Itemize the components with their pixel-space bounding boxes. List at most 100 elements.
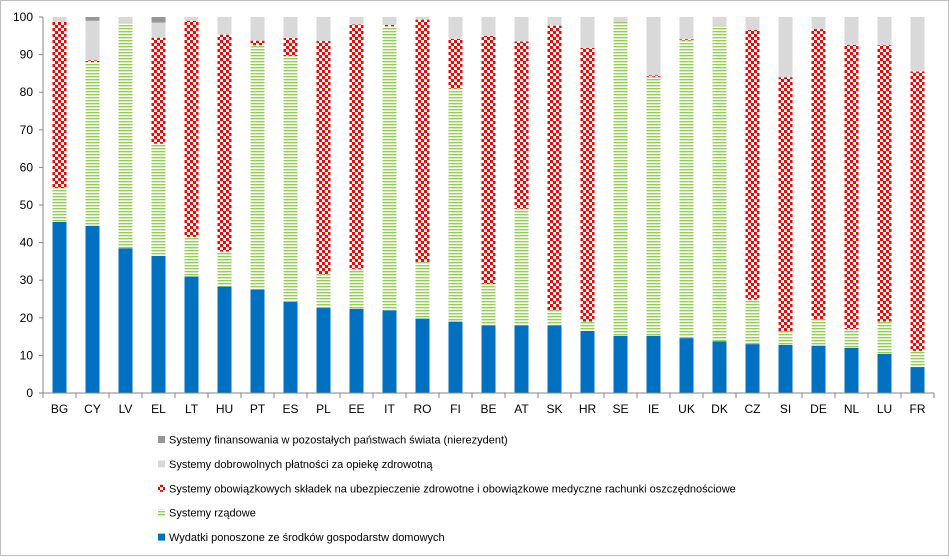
- bar-segment-compulsory-pt: [250, 40, 265, 46]
- bar-segment-nonresident-el: [151, 17, 166, 23]
- legend-swatch-government: [158, 509, 165, 517]
- bar-segment-compulsory-fr: [910, 71, 925, 351]
- bar-segment-voluntary-it: [382, 17, 397, 25]
- bar-segment-government-de: [811, 319, 826, 346]
- bar-stack-lu: [877, 17, 892, 393]
- bar-segment-government-fr: [910, 350, 925, 368]
- x-tick-label: BG: [51, 402, 68, 416]
- bar-segment-compulsory-pl: [316, 41, 331, 275]
- bar-segment-household-fi: [448, 321, 463, 393]
- bar-stack-es: [283, 17, 298, 393]
- bar-segment-household-at: [514, 325, 529, 393]
- bar-segment-voluntary-es: [283, 17, 298, 39]
- x-tick-label: LV: [119, 402, 133, 416]
- bar-segment-government-ee: [349, 268, 364, 309]
- x-tick-label: PT: [250, 402, 266, 416]
- bar-segment-household-dk: [712, 341, 727, 393]
- x-tick-label: HU: [216, 402, 233, 416]
- bar-segment-compulsory-bg: [52, 21, 67, 189]
- bar-segment-government-ie: [646, 76, 661, 336]
- y-tick-label: 90: [20, 48, 34, 62]
- x-tick-label: HR: [579, 402, 597, 416]
- y-axis: 0 10 20 30 40 50 60 70 80 90 100: [13, 10, 44, 400]
- x-tick-label: SE: [612, 402, 628, 416]
- bar-stack-cy: [85, 17, 100, 393]
- bar-segment-household-el: [151, 255, 166, 393]
- bar-segment-voluntary-cz: [745, 17, 760, 30]
- bar-segment-voluntary-de: [811, 17, 826, 30]
- legend-swatch-voluntary: [158, 460, 165, 468]
- bar-segment-voluntary-se: [613, 17, 628, 22]
- x-tick-label: UK: [678, 402, 695, 416]
- bar-segment-government-sk: [547, 310, 562, 326]
- bar-segment-government-at: [514, 208, 529, 326]
- bar-segment-voluntary-lt: [184, 17, 199, 21]
- bar-segment-compulsory-si: [778, 77, 793, 331]
- bar-segment-household-hu: [217, 286, 232, 393]
- bar-segment-household-nl: [844, 347, 859, 393]
- legend-item-voluntary: Systemy dobrowolnych płatności za opiekę…: [158, 459, 433, 471]
- x-tick-label: FI: [450, 402, 461, 416]
- legend-item-compulsory: Systemy obowiązkowych składek na ubezpie…: [158, 483, 736, 495]
- bar-segment-household-ie: [646, 335, 661, 393]
- x-tick-label: IT: [384, 402, 395, 416]
- bar-segment-compulsory-ro: [415, 19, 430, 263]
- y-tick-label: 80: [20, 85, 34, 99]
- bar-stack-it: [382, 17, 397, 393]
- bar-segment-government-uk: [679, 40, 694, 339]
- y-tick-label: 20: [20, 311, 34, 325]
- x-tick-label: BE: [480, 402, 496, 416]
- bar-segment-government-ro: [415, 262, 430, 319]
- x-tick-label: SK: [546, 402, 562, 416]
- bar-segment-voluntary-uk: [679, 17, 694, 40]
- bar-stack-ro: [415, 17, 430, 393]
- bars-layer: [52, 17, 925, 393]
- bar-segment-government-lu: [877, 321, 892, 354]
- bar-segment-household-si: [778, 344, 793, 393]
- bar-segment-government-cy: [85, 62, 100, 226]
- bar-segment-compulsory-hu: [217, 34, 232, 252]
- bar-segment-compulsory-cz: [745, 29, 760, 300]
- x-tick-label: FR: [910, 402, 926, 416]
- x-axis: BG CY LV EL LT HU PT ES PL EE IT RO FI BE AT SK HR SE IE UK…: [42, 392, 935, 416]
- bar-stack-lv: [118, 17, 133, 393]
- y-tick-label: 50: [20, 198, 34, 212]
- x-tick-label: LU: [877, 402, 892, 416]
- bar-segment-household-pt: [250, 289, 265, 393]
- bar-segment-compulsory-el: [151, 37, 166, 144]
- bar-segment-government-be: [481, 283, 496, 326]
- bar-segment-compulsory-lt: [184, 20, 199, 237]
- bar-segment-voluntary-fr: [910, 17, 925, 72]
- bar-stack-sk: [547, 17, 562, 393]
- bar-stack-ie: [646, 17, 661, 393]
- bar-segment-compulsory-ee: [349, 24, 364, 269]
- bar-segment-household-lu: [877, 353, 892, 393]
- x-tick-label: DE: [810, 402, 827, 416]
- bar-segment-government-si: [778, 330, 793, 345]
- legend-swatch-nonresident: [158, 436, 165, 443]
- bar-segment-government-it: [382, 26, 397, 311]
- bar-segment-voluntary-ro: [415, 17, 430, 20]
- legend-item-household: Wydatki ponoszone ze środków gospodarstw…: [158, 532, 445, 544]
- legend-item-government: Systemy rządowe: [158, 508, 256, 520]
- x-tick-label: RO: [414, 402, 432, 416]
- bar-stack-lt: [184, 17, 199, 393]
- bar-segment-voluntary-hu: [217, 17, 232, 35]
- bar-segment-household-sk: [547, 325, 562, 393]
- bar-segment-voluntary-lu: [877, 17, 892, 46]
- x-tick-label: IE: [648, 402, 659, 416]
- x-tick-label: CZ: [745, 402, 761, 416]
- bar-stack-hu: [217, 17, 232, 393]
- bar-segment-government-hu: [217, 251, 232, 287]
- bar-segment-household-ro: [415, 318, 430, 393]
- bar-segment-government-pl: [316, 274, 331, 309]
- bar-segment-household-bg: [52, 221, 67, 393]
- bar-segment-household-es: [283, 302, 298, 393]
- bar-segment-household-hr: [580, 330, 595, 393]
- bar-segment-compulsory-ie: [646, 75, 661, 77]
- bar-segment-compulsory-lu: [877, 45, 892, 322]
- bar-stack-cz: [745, 17, 760, 393]
- bar-stack-at: [514, 17, 529, 393]
- bar-segment-household-it: [382, 310, 397, 393]
